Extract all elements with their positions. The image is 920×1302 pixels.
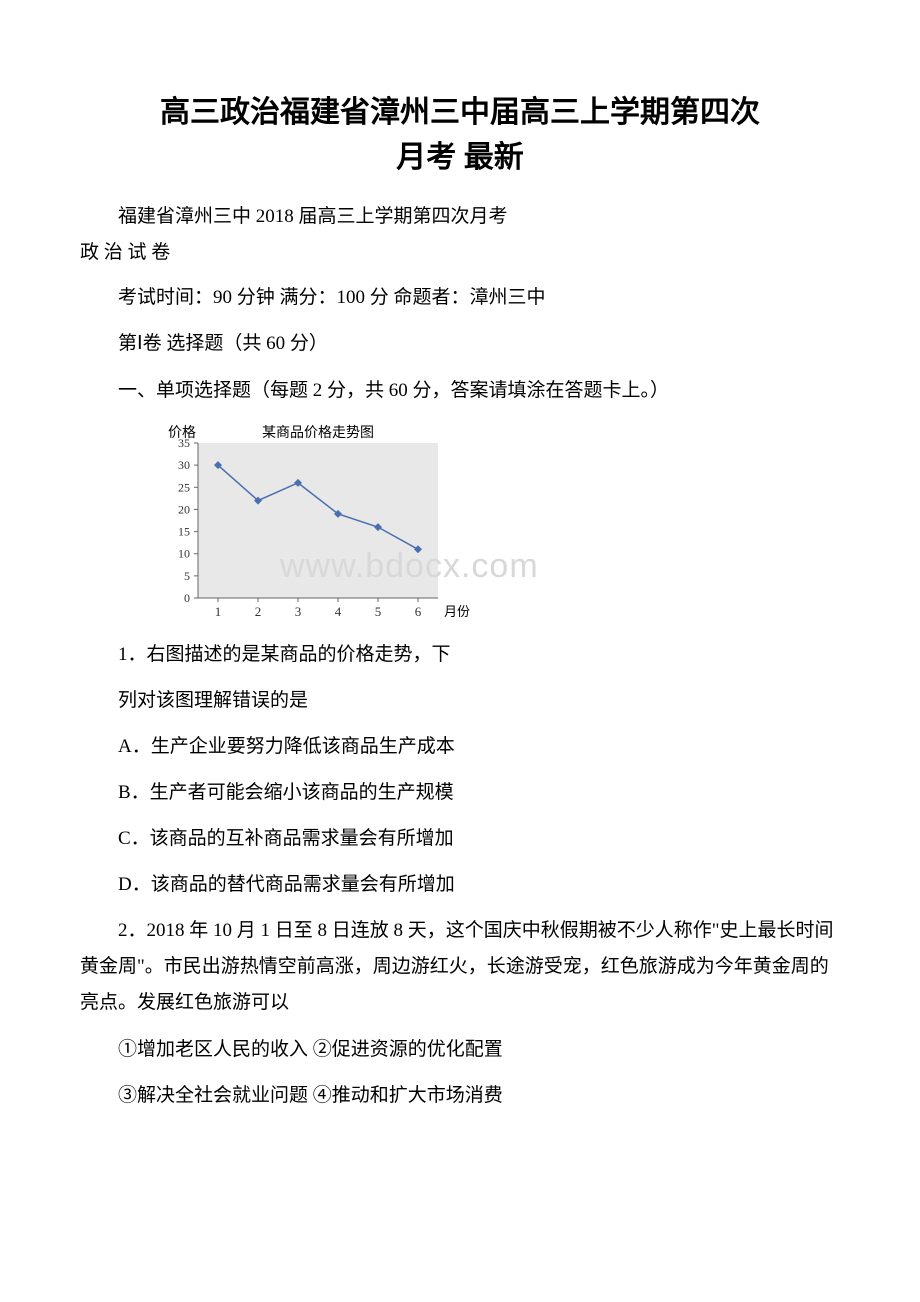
q1-option-b: B．生产者可能会缩小该商品的生产规模 — [80, 775, 840, 811]
svg-text:20: 20 — [178, 502, 190, 516]
price-trend-chart: www.bdocx.com 价格某商品价格走势图0510152025303512… — [150, 419, 840, 629]
svg-text:2: 2 — [255, 604, 262, 619]
q2-options-line-2: ③解决全社会就业问题 ④推动和扩大市场消费 — [80, 1078, 840, 1114]
title-line-1: 高三政治福建省漳州三中届高三上学期第四次 — [160, 96, 760, 129]
svg-text:某商品价格走势图: 某商品价格走势图 — [262, 425, 374, 441]
title-line-2: 月考 最新 — [396, 141, 524, 174]
q1-stem-line-a: 1．右图描述的是某商品的价格走势，下 — [80, 637, 840, 673]
svg-text:30: 30 — [178, 458, 190, 472]
mc-instruction: 一、单项选择题（每题 2 分，共 60 分，答案请填涂在答题卡上。） — [80, 373, 840, 409]
svg-text:10: 10 — [178, 546, 190, 560]
header-line-1: 福建省漳州三中 2018 届高三上学期第四次月考 — [80, 200, 840, 234]
svg-text:4: 4 — [335, 604, 342, 619]
q1-option-d: D．该商品的替代商品需求量会有所增加 — [80, 867, 840, 903]
header-line-2: 政 治 试 卷 — [80, 236, 840, 270]
section-1-title: 第Ⅰ卷 选择题（共 60 分） — [80, 326, 840, 362]
svg-text:0: 0 — [184, 591, 190, 605]
page-title: 高三政治福建省漳州三中届高三上学期第四次 月考 最新 — [80, 90, 840, 180]
svg-text:3: 3 — [295, 604, 302, 619]
chart-svg: 价格某商品价格走势图05101520253035123456月份 — [150, 419, 510, 629]
svg-text:25: 25 — [178, 480, 190, 494]
q2-stem: 2．2018 年 10 月 1 日至 8 日连放 8 天，这个国庆中秋假期被不少… — [80, 913, 840, 1021]
svg-text:5: 5 — [375, 604, 382, 619]
q2-options-line-1: ①增加老区人民的收入 ②促进资源的优化配置 — [80, 1032, 840, 1068]
q1-stem-line-b: 列对该图理解错误的是 — [80, 683, 840, 719]
svg-text:35: 35 — [178, 436, 190, 450]
svg-text:5: 5 — [184, 569, 190, 583]
svg-text:1: 1 — [215, 604, 222, 619]
q1-option-c: C．该商品的互补商品需求量会有所增加 — [80, 821, 840, 857]
svg-text:6: 6 — [415, 604, 422, 619]
exam-info: 考试时间：90 分钟 满分：100 分 命题者：漳州三中 — [80, 280, 840, 316]
svg-text:15: 15 — [178, 524, 190, 538]
q1-option-a: A．生产企业要努力降低该商品生产成本 — [80, 729, 840, 765]
svg-text:月份: 月份 — [444, 604, 470, 619]
